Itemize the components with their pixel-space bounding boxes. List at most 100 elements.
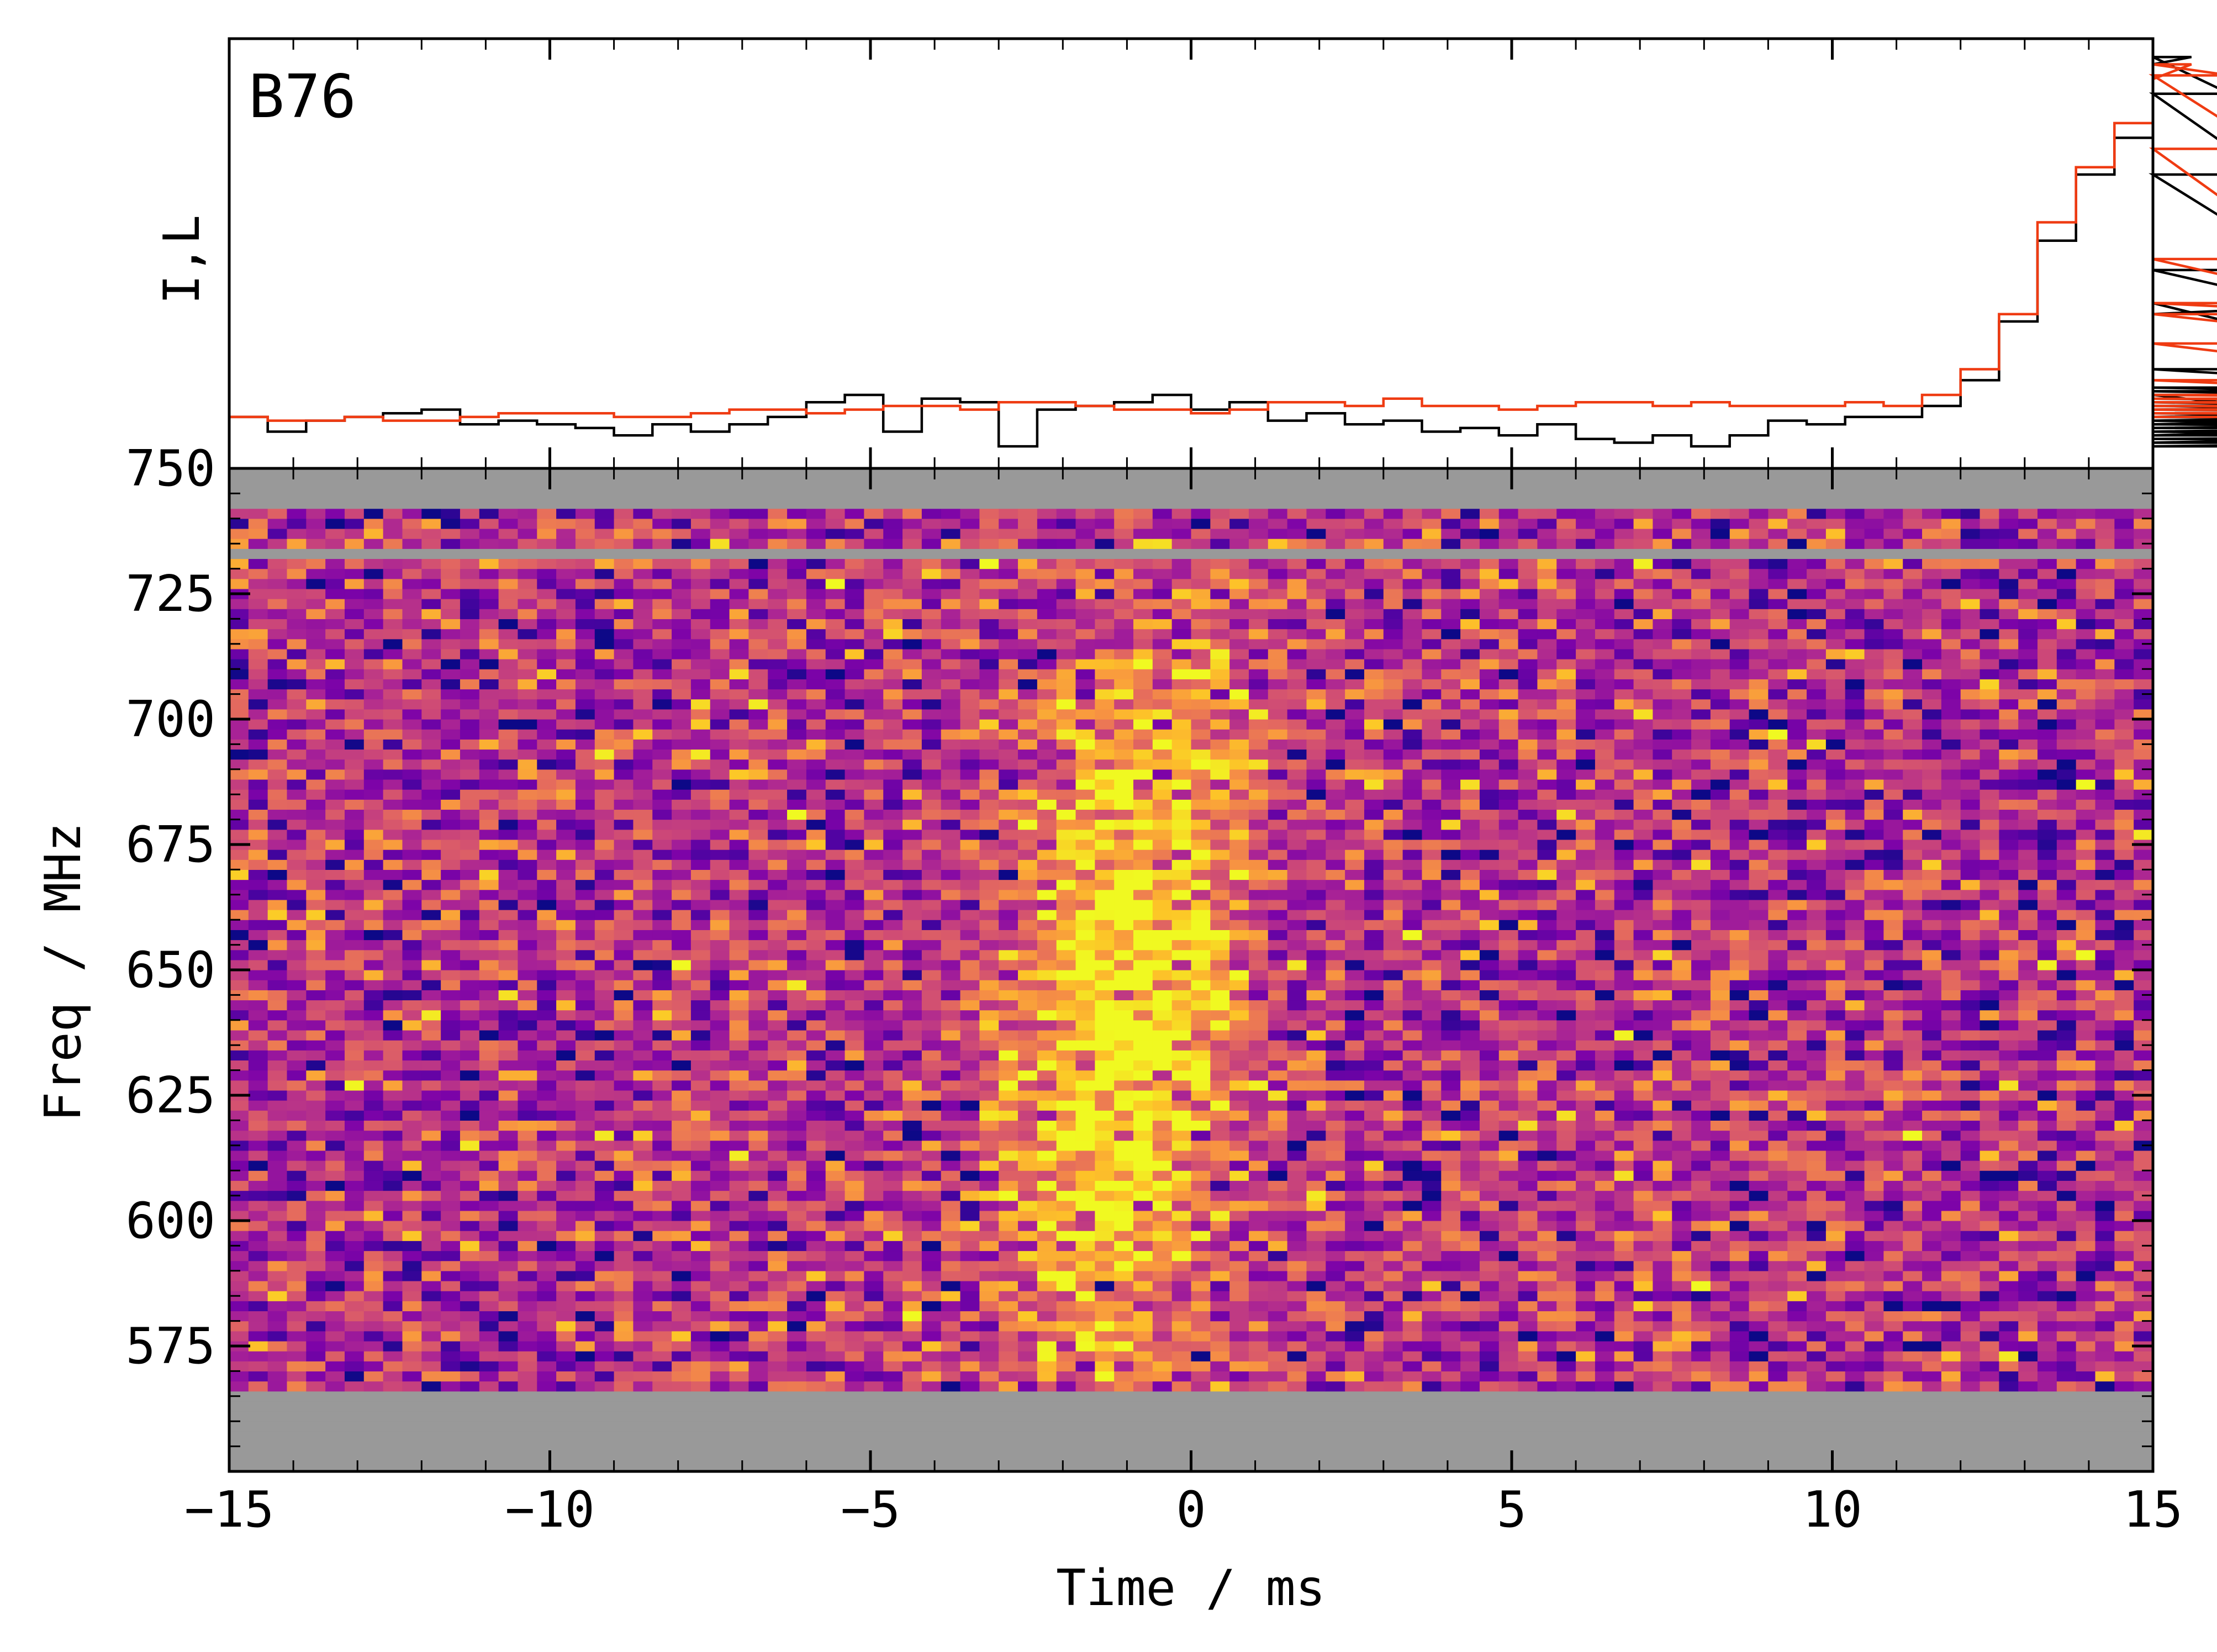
heatmap-cell [690,940,711,951]
heatmap-cell [710,1231,730,1241]
heatmap-cell [1825,1301,1846,1312]
heatmap-cell [1287,1291,1307,1301]
heatmap-cell [1364,1050,1384,1061]
heatmap-cell [1498,1110,1519,1121]
heatmap-cell [575,1321,595,1332]
heatmap-cell [1768,1331,1788,1342]
heatmap-cell [267,1241,288,1252]
heatmap-cell [1903,1100,1923,1111]
heatmap-cell [287,1160,307,1171]
heatmap-cell [383,959,403,970]
heatmap-cell [2134,1010,2153,1021]
heatmap-cell [1999,1361,2019,1371]
heatmap-cell [1056,1280,1076,1291]
heatmap-cell [229,1231,249,1241]
heatmap-cell [267,949,288,960]
heatmap-cell [1653,1210,1672,1221]
heatmap-cell [1287,1060,1307,1071]
heatmap-cell [1999,1090,2019,1101]
heatmap-cell [1248,1100,1269,1111]
heatmap-cell [594,959,615,970]
heatmap-cell [999,980,1018,990]
heatmap-cell [1287,1200,1307,1211]
heatmap-cell [864,899,884,910]
heatmap-cell [306,959,326,970]
heatmap-cell [498,1070,519,1081]
heatmap-cell [2114,1010,2134,1021]
heatmap-cell [1152,1140,1173,1151]
heatmap-cell [441,920,461,930]
heatmap-cell [2095,990,2115,1001]
heatmap-cell [806,1190,826,1201]
heatmap-cell [1326,1351,1345,1361]
heatmap-cell [1749,1000,1769,1011]
heatmap-cell [883,1170,903,1181]
heatmap-cell [537,1340,557,1352]
heatmap-cell [1922,1270,1942,1281]
heatmap-cell [883,1231,903,1241]
heatmap-cell [883,1030,903,1041]
heatmap-cell [1633,1351,1654,1361]
heatmap-cell [1498,1100,1519,1111]
heatmap-cell [1248,1190,1269,1201]
heatmap-cell [1633,889,1654,900]
heatmap-cell [883,1200,903,1211]
heatmap-cell [1864,1301,1884,1312]
heatmap-cell [1691,940,1711,951]
heatmap-cell [999,1120,1018,1131]
heatmap-cell [325,930,345,941]
heatmap-cell [1595,949,1615,960]
heatmap-cell [1749,1231,1769,1241]
heatmap-cell [594,980,615,990]
heatmap-cell [864,1381,884,1392]
heatmap-cell [1537,1200,1557,1211]
heatmap-cell [344,949,365,960]
heatmap-cell [1614,1331,1634,1342]
heatmap-cell [2095,1210,2115,1221]
heatmap-cell [1248,899,1269,910]
heatmap-cell [344,980,365,990]
heatmap-cell [672,1050,692,1061]
heatmap-cell [2114,1241,2134,1252]
heatmap-cell [1056,1140,1076,1151]
heatmap-cell [2037,1190,2057,1201]
heatmap-cell [1960,1361,1981,1371]
heatmap-cell [229,1070,249,1081]
heatmap-cell [729,1340,749,1352]
heatmap-cell [1653,920,1672,930]
heatmap-cell [1364,930,1384,941]
heatmap-cell [575,1140,595,1151]
heatmap-cell [1114,1250,1134,1262]
heatmap-cell [2037,1170,2057,1181]
heatmap-cell [1883,1371,1903,1382]
heatmap-cell [1729,1351,1750,1361]
heatmap-cell [1383,1150,1403,1161]
heatmap-cell [1807,940,1827,951]
heatmap-cell [1306,959,1326,970]
heatmap-cell [498,959,519,970]
heatmap-cell [1037,1020,1057,1031]
heatmap-cell [614,1351,634,1361]
heatmap-cell [421,1130,441,1141]
heatmap-cell [1595,1000,1615,1011]
heatmap-cell [1018,1060,1038,1071]
heatmap-cell [844,1040,864,1051]
heatmap-cell [1556,899,1576,910]
heatmap-cell [1460,1200,1480,1211]
heatmap-cell [1402,1010,1423,1021]
heatmap-cell [999,1221,1018,1231]
heatmap-cell [1498,980,1519,990]
heatmap-cell [1941,889,1961,900]
heatmap-cell [844,1090,864,1101]
heatmap-cell [1460,959,1480,970]
heatmap-cell [479,1200,499,1211]
heatmap-cell [248,959,268,970]
heatmap-cell [537,1361,557,1371]
heatmap-cell [421,990,441,1001]
heatmap-cell [748,980,768,990]
heatmap-cell [1229,1040,1249,1051]
heatmap-cell [402,1200,422,1211]
heatmap-cell [537,1291,557,1301]
heatmap-cell [1018,1040,1038,1051]
heatmap-cell [1498,1361,1519,1371]
